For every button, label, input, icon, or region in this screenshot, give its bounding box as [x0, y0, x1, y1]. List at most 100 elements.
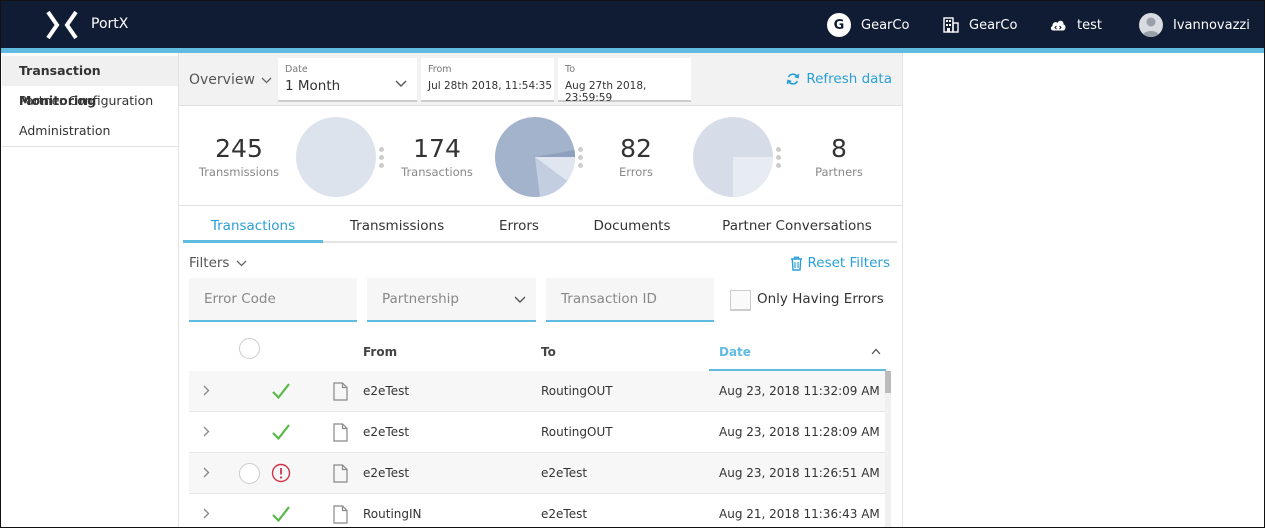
more-options-icon[interactable] — [379, 147, 385, 169]
document-icon — [333, 464, 348, 483]
table-row[interactable]: RoutingIN e2eTest Aug 21, 2018 11:36:43 … — [189, 494, 887, 527]
sidebar-item-transaction-monitoring[interactable]: Transaction Monitoring — [2, 56, 178, 108]
chevron-down-icon — [237, 260, 247, 266]
row-to: RoutingOUT — [541, 384, 613, 398]
document-icon — [333, 382, 348, 401]
only-errors-checkbox[interactable] — [730, 290, 751, 311]
stat-transactions-caption: Transactions — [401, 165, 473, 179]
stat-transmissions: 245 Transmissions — [189, 134, 289, 179]
date-range-select[interactable]: Date 1 Month — [278, 58, 417, 102]
sorted-column-indicator — [709, 369, 886, 372]
stat-transmissions-value: 245 — [215, 134, 263, 163]
success-check-icon — [272, 506, 290, 523]
user-menu[interactable]: Ivannovazzi — [1139, 13, 1250, 37]
reset-filters-label: Reset Filters — [807, 255, 890, 271]
chevron-down-icon — [514, 296, 526, 303]
chevron-right-icon[interactable] — [203, 508, 210, 519]
filters-toggle[interactable]: Filters — [189, 255, 247, 271]
header-accent-bar — [1, 48, 1264, 53]
document-icon — [333, 423, 348, 442]
tab-transmissions[interactable]: Transmissions — [349, 218, 445, 234]
stat-errors-value: 82 — [620, 134, 652, 163]
error-alert-icon — [271, 463, 291, 483]
to-date-field[interactable]: To Aug 27th 2018, 23:59:59 — [558, 58, 691, 104]
row-date: Aug 23, 2018 11:28:09 AM — [719, 425, 880, 439]
transaction-id-placeholder: Transaction ID — [561, 291, 657, 307]
row-date: Aug 23, 2018 11:26:51 AM — [719, 466, 880, 480]
transaction-id-input[interactable]: Transaction ID — [546, 278, 714, 322]
select-all-checkbox[interactable] — [239, 338, 260, 359]
sidebar-item-partner-configuration[interactable]: Partner Configuration — [19, 93, 154, 108]
tab-transactions[interactable]: Transactions — [183, 207, 323, 243]
stat-transactions-value: 174 — [413, 134, 461, 163]
table-header: From To Date — [189, 335, 887, 372]
stat-partners-caption: Partners — [815, 165, 863, 179]
row-to: e2eTest — [541, 507, 588, 521]
errors-pie-chart[interactable] — [693, 117, 773, 197]
from-value: Jul 28th 2018, 11:54:35 — [428, 80, 553, 92]
refresh-button[interactable]: Refresh data — [786, 71, 892, 87]
filter-toolbar: Overview Date 1 Month From Jul 28th 2018… — [179, 53, 902, 106]
company-label: GearCo — [969, 17, 1018, 33]
table-row[interactable]: e2eTest e2eTest Aug 23, 2018 11:26:51 AM — [189, 453, 887, 494]
more-options-icon[interactable] — [776, 147, 782, 169]
environment-label: test — [1077, 17, 1102, 33]
stat-transactions: 174 Transactions — [387, 134, 487, 179]
more-options-icon[interactable] — [578, 147, 584, 169]
from-date-field[interactable]: From Jul 28th 2018, 11:54:35 — [421, 58, 554, 102]
company-selector[interactable]: GearCo — [943, 13, 1017, 37]
chevron-down-icon — [395, 80, 407, 87]
chevron-down-icon — [261, 77, 272, 83]
to-value: Aug 27th 2018, 23:59:59 — [565, 80, 647, 104]
chevron-right-icon[interactable] — [203, 426, 210, 437]
portx-logo-icon[interactable] — [45, 11, 79, 39]
row-select-checkbox[interactable] — [239, 463, 260, 484]
row-date: Aug 23, 2018 11:32:09 AM — [719, 384, 880, 398]
sidebar-item-administration[interactable]: Administration — [19, 123, 111, 138]
scrollbar-thumb[interactable] — [885, 371, 891, 393]
tab-partner-conversations[interactable]: Partner Conversations — [722, 218, 872, 234]
refresh-icon — [786, 72, 800, 86]
org-label: GearCo — [861, 17, 910, 33]
stat-partners-value: 8 — [831, 134, 847, 163]
user-label: Ivannovazzi — [1173, 17, 1250, 33]
view-selector[interactable]: Overview — [189, 72, 272, 88]
error-code-placeholder: Error Code — [204, 291, 276, 307]
from-label: From — [428, 64, 452, 75]
chevron-right-icon[interactable] — [203, 385, 210, 396]
date-value: 1 Month — [285, 78, 341, 94]
environment-selector[interactable]: test — [1049, 13, 1102, 37]
transmissions-pie-chart[interactable] — [296, 117, 376, 197]
tab-errors[interactable]: Errors — [499, 218, 539, 234]
column-from[interactable]: From — [363, 345, 398, 359]
partnership-select[interactable]: Partnership — [367, 278, 536, 322]
error-code-input[interactable]: Error Code — [189, 278, 357, 322]
org-selector[interactable]: G GearCo — [827, 13, 909, 37]
avatar — [1139, 13, 1163, 37]
content-divider — [902, 53, 903, 527]
table-row[interactable]: e2eTest RoutingOUT Aug 23, 2018 11:28:09… — [189, 412, 887, 453]
column-to[interactable]: To — [541, 345, 556, 359]
cloud-icon — [1049, 18, 1067, 32]
tab-documents[interactable]: Documents — [593, 218, 671, 234]
transactions-table: e2eTest RoutingOUT Aug 23, 2018 11:32:09… — [189, 371, 887, 527]
transactions-pie-chart[interactable] — [495, 117, 575, 197]
view-label: Overview — [189, 72, 255, 88]
row-to: RoutingOUT — [541, 425, 613, 439]
column-date[interactable]: Date — [719, 345, 751, 359]
org-badge-icon: G — [827, 13, 851, 37]
tab-bar: Transactions Transmissions Errors Docume… — [183, 207, 897, 243]
sidebar: Transaction Monitoring Partner Configura… — [2, 56, 178, 147]
row-from: e2eTest — [363, 384, 410, 398]
sort-ascending-icon[interactable] — [871, 348, 881, 355]
table-scrollbar[interactable] — [885, 371, 891, 527]
only-errors-label: Only Having Errors — [757, 291, 884, 307]
table-row[interactable]: e2eTest RoutingOUT Aug 23, 2018 11:32:09… — [189, 371, 887, 412]
top-bar: PortX G GearCo GearCo — [1, 1, 1264, 48]
chevron-right-icon[interactable] — [203, 467, 210, 478]
trash-icon — [790, 256, 803, 271]
success-check-icon — [272, 424, 290, 441]
reset-filters-button[interactable]: Reset Filters — [790, 255, 890, 271]
stat-partners: 8 Partners — [789, 134, 889, 179]
